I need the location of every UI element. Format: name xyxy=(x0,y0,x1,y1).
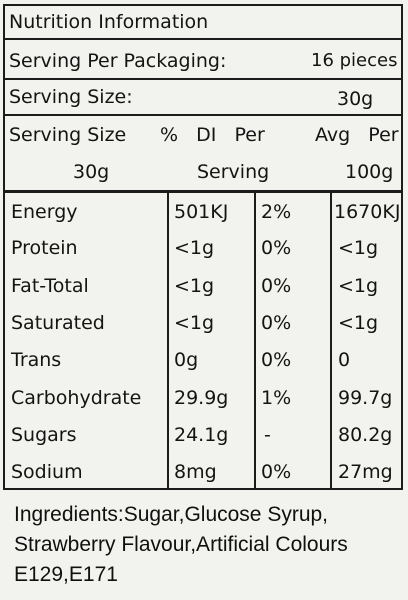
row-saturated-di: 0% xyxy=(261,312,292,334)
ingredients-line-2: Strawberry Flavour,Artificial Colours xyxy=(14,533,348,556)
row-protein-100g: <1g xyxy=(338,237,379,259)
row-saturated-100g: <1g xyxy=(338,312,379,334)
row-sugars-serving: 24.1g xyxy=(174,424,229,446)
row-energy-serving: 501KJ xyxy=(174,201,229,223)
row-trans-di: 0% xyxy=(261,349,292,371)
row-sugars-di: - xyxy=(264,424,271,446)
serving-per-packaging-value: 16 pieces xyxy=(311,50,398,71)
header-di-per: % DI Per xyxy=(160,124,265,146)
row-trans-serving: 0g xyxy=(174,349,199,371)
ingredients-text: Ingredients:Sugar,Glucose Syrup, Strawbe… xyxy=(14,500,406,590)
rule-col-di xyxy=(254,193,256,488)
row-fat-total-di: 0% xyxy=(261,275,292,297)
row-carbohydrate-serving: 29.9g xyxy=(174,387,229,409)
row-energy-100g: 1670KJ xyxy=(334,201,401,223)
rule-packaging xyxy=(5,78,401,80)
row-protein-serving: <1g xyxy=(174,237,215,259)
row-sodium-name: Sodium xyxy=(11,461,83,483)
rule-col-100g xyxy=(330,193,332,488)
header-30g: 30g xyxy=(73,161,110,183)
row-protein-di: 0% xyxy=(261,237,292,259)
header-serving: Serving xyxy=(197,161,270,183)
header-serving-size: Serving Size xyxy=(9,124,127,146)
serving-per-packaging-label: Serving Per Packaging: xyxy=(9,50,227,72)
row-carbohydrate-100g: 99.7g xyxy=(338,387,393,409)
row-fat-total-name: Fat-Total xyxy=(11,275,89,297)
serving-size-label: Serving Size: xyxy=(9,86,133,108)
row-trans-name: Trans xyxy=(11,349,62,371)
rule-title xyxy=(5,38,401,40)
row-fat-total-100g: <1g xyxy=(338,275,379,297)
row-sodium-100g: 27mg xyxy=(338,461,393,483)
row-sugars-100g: 80.2g xyxy=(338,424,393,446)
row-protein-name: Protein xyxy=(11,237,78,259)
header-avg-per: Avg Per xyxy=(315,124,399,146)
header-100g: 100g xyxy=(345,161,394,183)
rule-header xyxy=(5,190,401,193)
row-energy-name: Energy xyxy=(11,201,78,223)
ingredients-line-3: E129,E171 xyxy=(14,563,118,586)
rule-col-serving xyxy=(167,193,169,488)
row-sodium-di: 0% xyxy=(261,461,292,483)
row-fat-total-serving: <1g xyxy=(174,275,215,297)
rule-serving-size xyxy=(5,114,401,116)
row-sugars-name: Sugars xyxy=(11,424,77,446)
row-saturated-serving: <1g xyxy=(174,312,215,334)
row-sodium-serving: 8mg xyxy=(174,461,217,483)
nutrition-table: Nutrition Information Serving Per Packag… xyxy=(3,4,403,490)
row-carbohydrate-name: Carbohydrate xyxy=(11,387,142,409)
row-saturated-name: Saturated xyxy=(11,312,105,334)
row-energy-di: 2% xyxy=(261,201,292,223)
serving-size-value: 30g xyxy=(337,88,374,110)
row-carbohydrate-di: 1% xyxy=(261,387,292,409)
row-trans-100g: 0 xyxy=(338,349,351,371)
panel-title: Nutrition Information xyxy=(9,11,209,33)
ingredients-line-1: Ingredients:Sugar,Glucose Syrup, xyxy=(14,503,329,526)
